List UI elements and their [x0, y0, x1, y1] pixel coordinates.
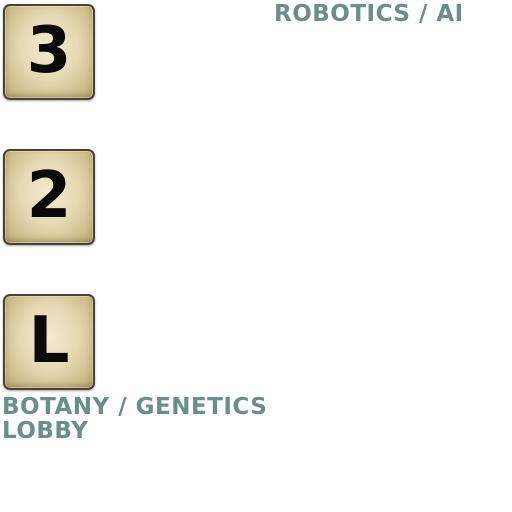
floor-3-button[interactable]: 3 — [3, 4, 95, 100]
floor-3-destination-label: ROBOTICS / AI — [274, 1, 464, 27]
floor-2-button-label: 2 — [26, 159, 72, 233]
lobby-button[interactable]: L — [3, 294, 95, 390]
floor-2-button[interactable]: 2 — [3, 149, 95, 245]
lobby-button-label: L — [28, 304, 70, 378]
floor-2-destination-label: BOTANY / GENETICS — [2, 394, 268, 420]
lobby-destination-label: LOBBY — [2, 418, 89, 444]
floor-3-button-label: 3 — [26, 14, 72, 88]
